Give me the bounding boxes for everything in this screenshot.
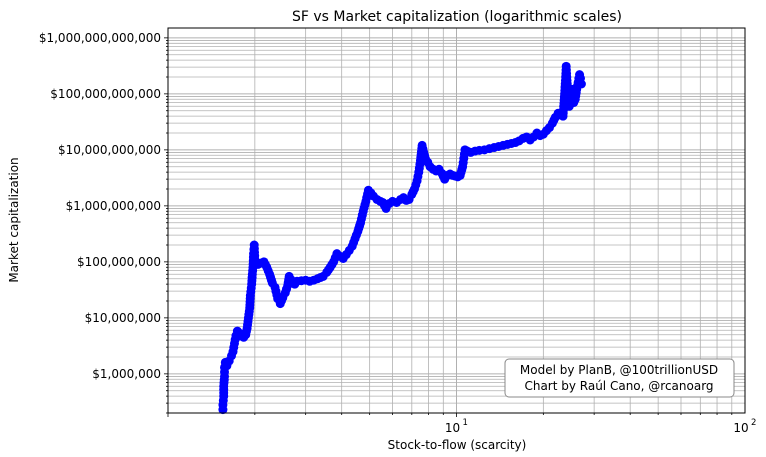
y-axis-label: Market capitalization [7, 157, 21, 282]
y-tick-label: $100,000,000,000 [50, 87, 161, 101]
credits-annotation: Model by PlanB, @100trillionUSD Chart by… [504, 358, 735, 398]
y-tick-label: $1,000,000,000,000 [39, 31, 161, 45]
x-tick-label: 10 [445, 421, 460, 435]
grid [167, 28, 745, 414]
data-points [218, 61, 586, 415]
chart-title: SF vs Market capitalization (logarithmic… [292, 9, 622, 25]
x-tick-exponent: 1 [463, 418, 468, 428]
y-tick-label: $1,000,000,000 [66, 199, 161, 213]
annotation-line-model: Model by PlanB, @100trillionUSD [520, 363, 718, 377]
annotation-line-chart: Chart by Raúl Cano, @rcanoarg [524, 379, 713, 393]
x-tick-exponent: 2 [751, 418, 756, 428]
y-tick-label: $1,000,000 [92, 367, 161, 381]
y-tick-label: $100,000,000 [77, 255, 161, 269]
y-tick-label: $10,000,000,000 [58, 143, 161, 157]
axis-ticks: $1,000,000 $10,000,000 $100,000,000 $1,000,… [39, 31, 757, 435]
data-point [576, 79, 586, 89]
x-axis-label: Stock-to-flow (scarcity) [388, 438, 527, 452]
x-tick-label: 10 [733, 421, 748, 435]
y-tick-label: $10,000,000 [85, 311, 161, 325]
